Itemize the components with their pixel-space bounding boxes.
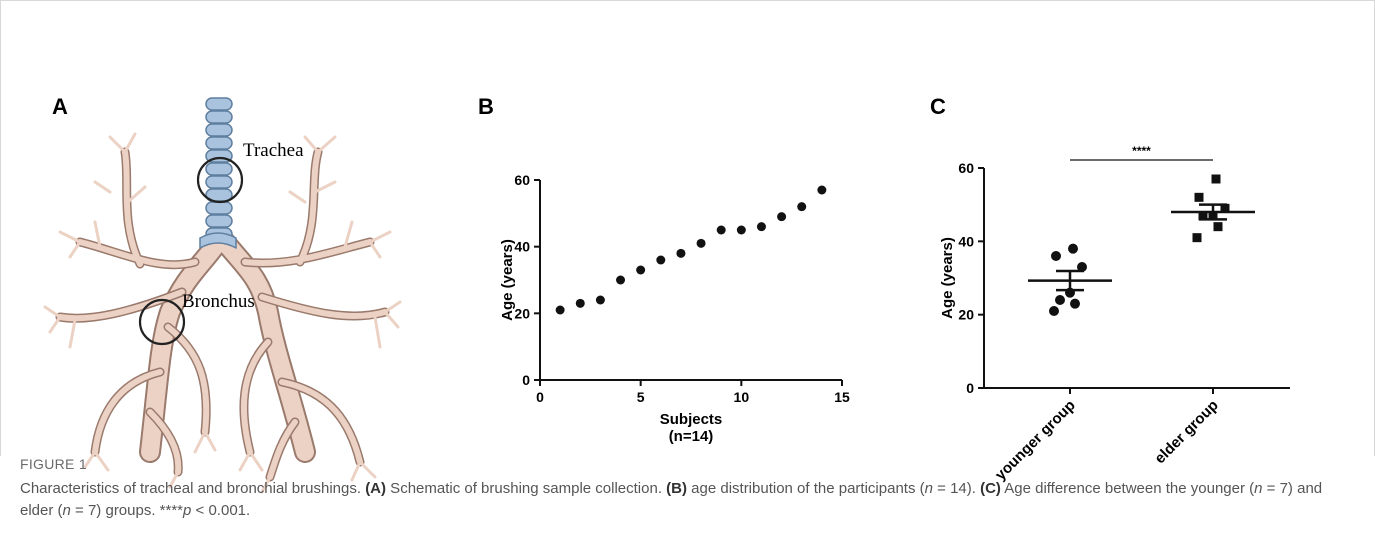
x-axis-label: Subjects (660, 411, 723, 428)
data-point (777, 212, 787, 222)
caption-run: p (183, 502, 192, 519)
caption-run: age distribution of the participants ( (686, 480, 925, 497)
x-axis-label: (n=14) (669, 428, 714, 445)
data-point (716, 225, 726, 235)
panel-label: C (930, 94, 946, 119)
caption-run: (C) (980, 480, 1001, 497)
x-tick-label: 10 (734, 389, 750, 405)
data-point (1194, 192, 1204, 202)
data-point (1220, 203, 1230, 213)
airway-illustration (43, 97, 402, 494)
data-point (1070, 298, 1080, 309)
caption-run: = 7) and elder ( (20, 480, 1327, 519)
data-point (817, 185, 827, 195)
caption-run: Characteristics of tracheal and bronchia… (20, 480, 366, 497)
x-tick-label: younger group (992, 397, 1079, 484)
data-point (1198, 211, 1208, 221)
caption-run: < 0.001. (191, 502, 251, 519)
trachea-ring (205, 214, 233, 228)
caption-run: n (1254, 480, 1263, 497)
trachea-ring (205, 136, 233, 150)
trachea-ring (205, 123, 233, 137)
data-point (636, 265, 646, 275)
data-point (1211, 174, 1221, 184)
illustration-label: Trachea (243, 140, 304, 161)
data-point (676, 248, 686, 258)
caption-run: (B) (666, 480, 687, 497)
data-point (1051, 251, 1061, 261)
caption-run: n (924, 480, 933, 497)
significance-label: **** (1132, 144, 1151, 158)
x-tick-label: elder group (1151, 397, 1221, 467)
chart-c: 0 20 40 60 Age (years) younger group elder gro… (939, 144, 1290, 484)
caption-run: = 14). (932, 480, 981, 497)
data-point (1055, 295, 1065, 305)
trachea-ring (205, 175, 233, 189)
panel-label: B (478, 94, 494, 119)
trachea-ring (205, 110, 233, 124)
trachea-ring (199, 232, 237, 249)
caption-run: (A) (365, 480, 387, 497)
caption-run: Schematic of brushing sample collection. (386, 480, 667, 497)
illustration-label: Bronchus (182, 291, 255, 312)
y-tick-label: 60 (958, 160, 974, 176)
caption-run: n (62, 502, 71, 519)
data-point (1213, 222, 1223, 232)
data-point (595, 295, 605, 305)
error-bar (1199, 203, 1227, 221)
data-point (575, 298, 585, 308)
data-point (1192, 233, 1202, 243)
trachea-ring (205, 97, 233, 111)
y-tick-label: 20 (958, 307, 974, 323)
caption-run: Age difference between the younger ( (1000, 480, 1255, 497)
data-point (656, 255, 666, 265)
x-tick-label: 0 (536, 389, 544, 405)
data-point (696, 238, 706, 248)
x-tick-label: 15 (834, 389, 850, 405)
y-axis-label: Age (years) (939, 237, 956, 319)
y-tick-label: 40 (958, 233, 974, 249)
data-point (555, 305, 565, 315)
y-tick-label: 60 (514, 172, 530, 188)
panel-label: A (52, 94, 68, 119)
y-tick-label: 40 (514, 239, 530, 255)
data-point (1068, 243, 1078, 254)
y-tick-label: 0 (522, 372, 530, 388)
error-bar (1056, 269, 1084, 292)
y-tick-label: 0 (966, 380, 974, 396)
caption-heading: FIGURE 1 (20, 456, 87, 472)
data-point (756, 222, 766, 232)
data-point (797, 202, 807, 212)
x-tick-label: 5 (637, 389, 645, 405)
caption-run: = 7) groups. **** (70, 502, 184, 519)
trachea-ring (205, 162, 233, 176)
data-point (736, 225, 746, 235)
data-point (1049, 306, 1059, 316)
chart-b: 0 20 40 60 Age (years) 0 5 10 15 Subjects(n=14) (499, 172, 850, 445)
caption: Characteristics of tracheal and bronchia… (20, 478, 1350, 522)
y-tick-label: 20 (514, 305, 530, 321)
data-point (1077, 262, 1087, 272)
data-point (616, 275, 626, 285)
y-axis-label: Age (years) (499, 239, 516, 321)
trachea-ring (205, 201, 233, 215)
